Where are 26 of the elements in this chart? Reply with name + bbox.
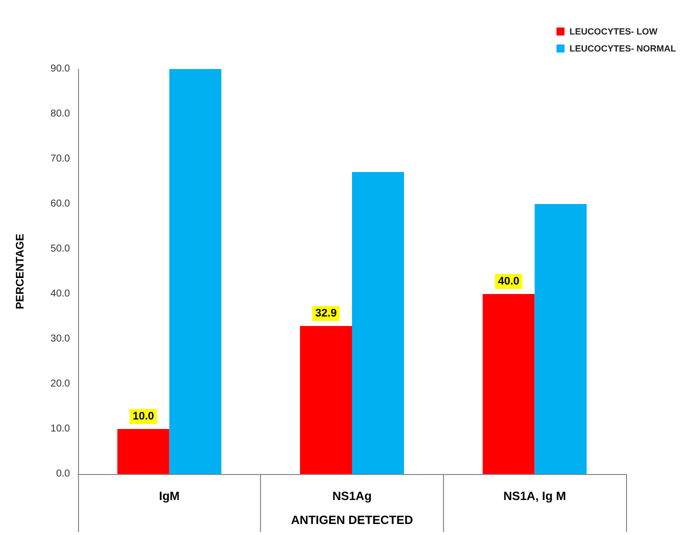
y-tick-label: 40.0 (50, 288, 70, 300)
bar (300, 326, 352, 474)
x-tick-label: IgM (158, 489, 180, 503)
x-tick-label: NS1Ag (332, 489, 372, 503)
legend-label: LEUCOCYTES- LOW (570, 26, 658, 36)
y-axis-title: PERCENTAGE (14, 234, 26, 310)
x-tick-label: NS1A, Ig M (503, 489, 566, 503)
y-tick-label: 0.0 (56, 468, 70, 480)
bar (117, 429, 170, 474)
y-tick-label: 30.0 (50, 334, 70, 344)
y-tick-label: 80.0 (50, 108, 70, 120)
bar (352, 172, 404, 474)
data-label: 40.0 (498, 276, 520, 288)
bar (169, 69, 222, 474)
legend-label: LEUCOCYTES- NORMAL (570, 44, 676, 54)
data-label: 10.0 (132, 410, 154, 422)
bar (534, 204, 587, 474)
y-tick-label: 20.0 (50, 378, 70, 390)
bar (482, 294, 535, 474)
x-axis-title: ANTIGEN DETECTED (290, 513, 414, 527)
y-tick-label: 50.0 (50, 244, 70, 254)
y-tick-label: 60.0 (50, 198, 70, 210)
y-tick-label: 90.0 (50, 64, 70, 74)
data-label: 32.9 (315, 307, 337, 320)
y-tick-label: 10.0 (50, 424, 70, 434)
y-tick-label: 70.0 (50, 154, 70, 164)
